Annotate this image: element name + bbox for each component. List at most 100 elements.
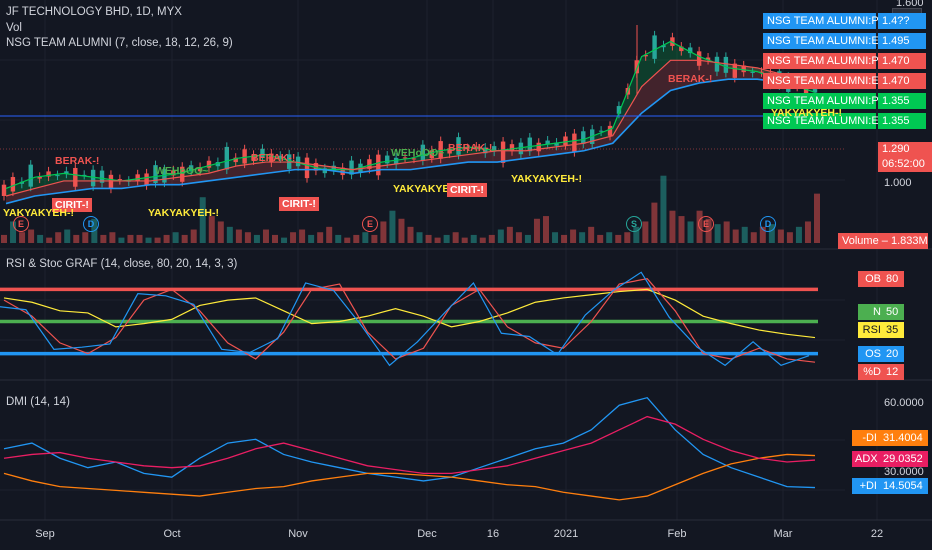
candle-body xyxy=(536,142,541,152)
rsi-tag-value: 35 xyxy=(884,322,904,338)
candle-body xyxy=(260,148,265,158)
volume-bar xyxy=(10,221,17,243)
x-axis-label: Nov xyxy=(288,528,308,540)
volume-bar xyxy=(55,232,62,243)
candle-body xyxy=(242,149,247,164)
candle-body xyxy=(411,158,417,160)
signal-label: WEHoOO~ xyxy=(391,147,445,159)
ema1-line xyxy=(5,40,816,190)
candle-body xyxy=(90,169,96,187)
volume-bar xyxy=(398,218,405,243)
volume-bar xyxy=(678,216,685,243)
candle-body xyxy=(598,130,604,132)
x-axis-label: 16 xyxy=(486,528,500,540)
x-axis-label: Feb xyxy=(667,528,687,540)
volume-bar xyxy=(732,229,739,243)
price-tag-value: 1.470 xyxy=(878,73,926,89)
dmi-tag-label: -DI xyxy=(852,430,880,446)
candle-body xyxy=(643,54,648,57)
candle-body xyxy=(759,71,764,73)
signal-label: BERAK-! xyxy=(251,152,296,164)
signal-label: YAKYAKYEH-! xyxy=(771,107,842,119)
rsi-tag-value: 12 xyxy=(884,364,904,380)
volume-bar xyxy=(100,234,107,243)
price-tag-label: NSG TEAM ALUMNI:EMA 1 xyxy=(763,113,904,129)
volume-bar xyxy=(814,193,820,243)
volume-bar xyxy=(317,232,324,243)
x-axis-label: Mar xyxy=(773,528,793,540)
volume-bar xyxy=(253,234,260,243)
signal-label: YAKYAKYEH-! xyxy=(393,183,464,195)
volume-bar xyxy=(281,237,288,243)
volume-bar xyxy=(163,234,170,243)
candle-body xyxy=(367,159,372,169)
volume-bar xyxy=(82,232,89,243)
volume-bar xyxy=(145,237,152,243)
candle-body xyxy=(251,154,256,161)
x-axis-label: Oct xyxy=(163,528,181,540)
candle-body xyxy=(483,147,488,154)
volume-bar xyxy=(407,226,414,243)
candle-body xyxy=(28,164,33,187)
candle-body xyxy=(206,160,212,168)
volume-bar xyxy=(208,216,215,243)
ema3-line xyxy=(5,78,816,205)
candle-body xyxy=(376,154,381,176)
volume-bar xyxy=(380,221,387,243)
volume-bar xyxy=(768,224,775,243)
signal-label: BERAK-! xyxy=(448,142,493,154)
grid-lines xyxy=(0,0,878,520)
dmi-tag-label: ADX xyxy=(852,451,880,467)
symbol-title: JF TECHNOLOGY BHD, 1D, MYX xyxy=(6,6,182,18)
volume-bar xyxy=(552,232,559,243)
candle-body xyxy=(581,131,586,144)
stoch-k-line xyxy=(0,271,810,367)
volume-bar xyxy=(588,226,595,243)
candle-body xyxy=(46,171,51,177)
volume-bar xyxy=(687,221,694,243)
candle-body xyxy=(438,141,443,159)
rsi-tag-value: 80 xyxy=(884,271,904,287)
dmi-tag-label: +DI xyxy=(852,478,880,494)
candle-body xyxy=(393,157,399,165)
dmi-legend: DMI (14, 14) xyxy=(6,396,70,408)
volume-bar xyxy=(118,237,125,243)
candle-body xyxy=(652,35,657,59)
volume-bar xyxy=(615,234,622,243)
volume-bar xyxy=(235,229,242,243)
volume-bar xyxy=(389,210,396,243)
volume-bar xyxy=(326,226,333,243)
volume-bar xyxy=(741,226,748,243)
volume-bar xyxy=(28,229,35,243)
candle-body xyxy=(607,125,613,136)
candle-body xyxy=(661,45,666,48)
candle-body xyxy=(171,170,176,176)
volume-bar xyxy=(497,229,504,243)
volume-bar xyxy=(515,232,522,243)
bar-countdown: 06:52:00 xyxy=(882,158,925,170)
volume-bar xyxy=(335,234,342,243)
candle-body xyxy=(491,146,497,152)
volume-bar xyxy=(506,226,513,243)
rsi-tag-value: 20 xyxy=(884,346,904,362)
candle-body xyxy=(197,167,203,172)
dmi-axis-top: 60.0000 xyxy=(884,397,924,409)
price-tag-value: 1.355 xyxy=(878,113,926,129)
x-axis-label: Sep xyxy=(35,528,55,540)
volume-bar xyxy=(1,234,7,243)
volume-bar xyxy=(353,234,360,243)
volume-bar xyxy=(452,232,459,243)
signal-label: BERAK-! xyxy=(55,155,100,167)
event-marker: S xyxy=(626,216,642,232)
dmi-tag-value: 31.4004 xyxy=(880,430,928,446)
candle-body xyxy=(803,81,809,102)
x-axis-label: Dec xyxy=(417,528,437,540)
candle-body xyxy=(527,137,533,152)
rsi-tag-label: RSI xyxy=(858,322,884,338)
signal-label: YAKYAKYEH-! xyxy=(148,207,219,219)
candle-body xyxy=(688,47,693,54)
candle-body xyxy=(37,176,42,179)
volume-bar xyxy=(172,232,179,243)
price-tag-value: 1.4?? xyxy=(878,13,926,29)
